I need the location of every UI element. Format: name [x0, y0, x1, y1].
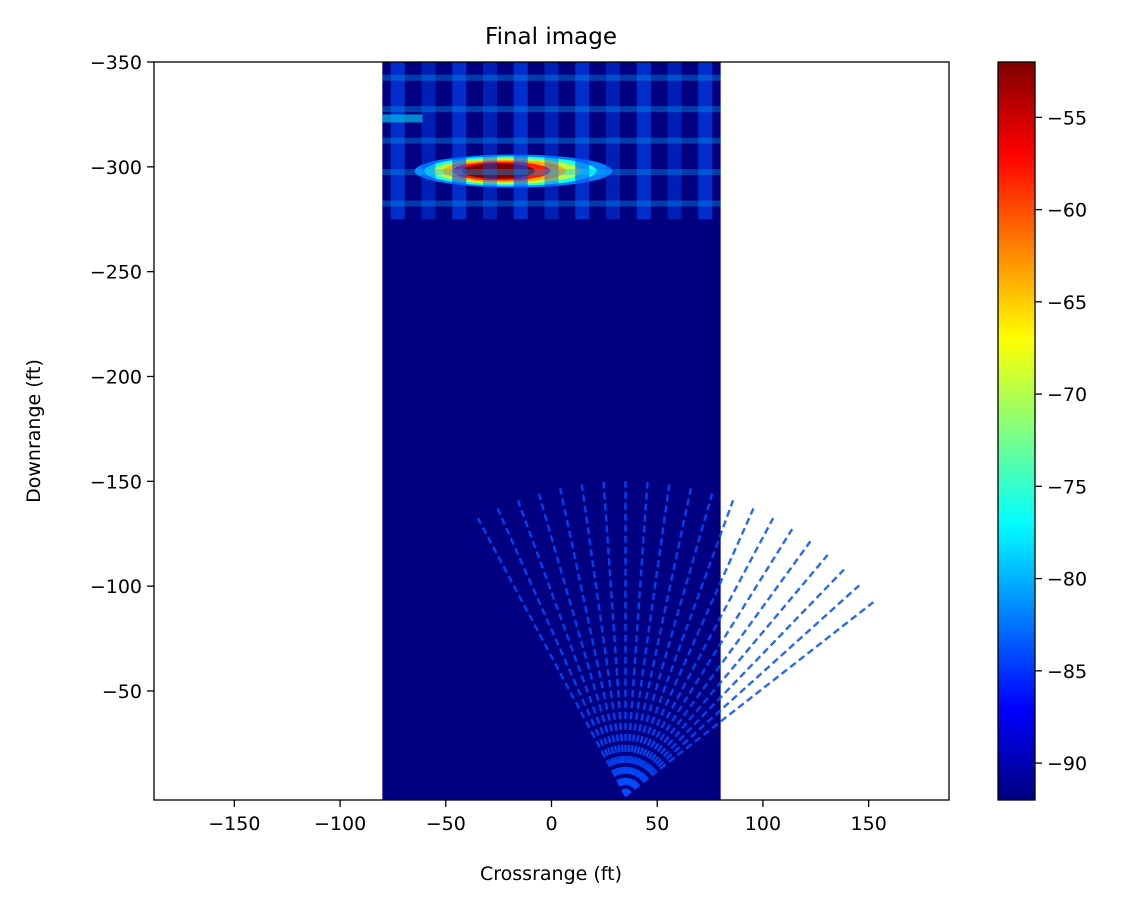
clutter-line [382, 200, 721, 207]
fan-spoke [580, 484, 627, 796]
x-tick-label: 50 [645, 813, 669, 835]
heatmap-image [382, 62, 875, 800]
fan-spoke [496, 508, 627, 797]
chart-title: Final image [485, 24, 617, 50]
x-tick-label: −100 [314, 813, 366, 835]
colorbar-tick-label: −70 [1047, 384, 1087, 406]
fan-spoke [624, 568, 845, 797]
clutter-streak [544, 62, 559, 220]
clutter-streak [606, 62, 621, 220]
fan-spoke [537, 493, 627, 797]
colorbar-tick-label: −55 [1047, 107, 1087, 129]
fan-spoke [624, 517, 775, 797]
colorbar-frame [997, 61, 1036, 801]
clutter-line [382, 74, 721, 81]
clutter-streak [698, 62, 713, 220]
clutter-streak [575, 62, 590, 220]
clutter-streak [390, 62, 405, 220]
clutter-streak [667, 62, 682, 220]
x-tick-label: −50 [426, 813, 466, 835]
fan-spoke [624, 528, 794, 797]
fan-spoke [624, 540, 812, 797]
clutter-bright-edge [382, 114, 423, 123]
x-tick-label: 0 [545, 813, 557, 835]
y-tick-label: −50 [102, 681, 142, 703]
fan-spoke [624, 584, 861, 797]
fan-spoke [624, 554, 829, 797]
colorbar-tick-label: −65 [1047, 292, 1087, 314]
fan-spoke [476, 517, 627, 797]
y-tick-label: −350 [90, 52, 142, 74]
fan-spoke [624, 484, 671, 796]
clutter-band [382, 62, 721, 220]
y-axis: −350 −300 −250 −200 −150 −100 −50 [90, 52, 154, 703]
fan-spoke [624, 482, 649, 796]
clutter-streak [452, 62, 467, 220]
colorbar-tick-label: −90 [1047, 753, 1087, 775]
y-tick-label: −100 [90, 576, 142, 598]
x-axis: −150 −100 −50 0 50 100 150 [208, 800, 887, 835]
y-tick-label: −200 [90, 366, 142, 388]
colorbar-tick-label: −75 [1047, 476, 1087, 498]
fan-spoke [624, 493, 714, 797]
fan-spoke [558, 487, 627, 797]
y-axis-label: Downrange (ft) [23, 359, 45, 503]
x-tick-label: 100 [745, 813, 781, 835]
clutter-streak [636, 62, 651, 220]
y-tick-label: −150 [90, 471, 142, 493]
colorbar-tick-label: −60 [1047, 200, 1087, 222]
clutter-line [382, 106, 721, 113]
fan-spoke [624, 508, 755, 797]
clutter-line [382, 169, 721, 176]
x-axis-label: Crossrange (ft) [480, 863, 622, 885]
colorbar [998, 62, 1035, 800]
y-tick-label: −300 [90, 157, 142, 179]
colorbar-axis: −90 −85 −80 −75 −70 −65 −60 −55 [1035, 107, 1087, 775]
clutter-streak [513, 62, 528, 220]
fan-spoke [624, 499, 735, 797]
sidelobe-fan [476, 481, 875, 797]
clutter-line [382, 137, 721, 144]
y-tick-label: −250 [90, 262, 142, 284]
fan-spoke [602, 482, 627, 796]
x-tick-label: 150 [851, 813, 887, 835]
clutter-streak [482, 62, 497, 220]
clutter-streak [421, 62, 436, 220]
colorbar-tick-label: −80 [1047, 569, 1087, 591]
fan-spoke [624, 601, 875, 797]
colorbar-tick-label: −85 [1047, 661, 1087, 683]
x-tick-label: −150 [208, 813, 260, 835]
fan-spoke [516, 499, 627, 797]
fan-spoke [624, 487, 693, 797]
